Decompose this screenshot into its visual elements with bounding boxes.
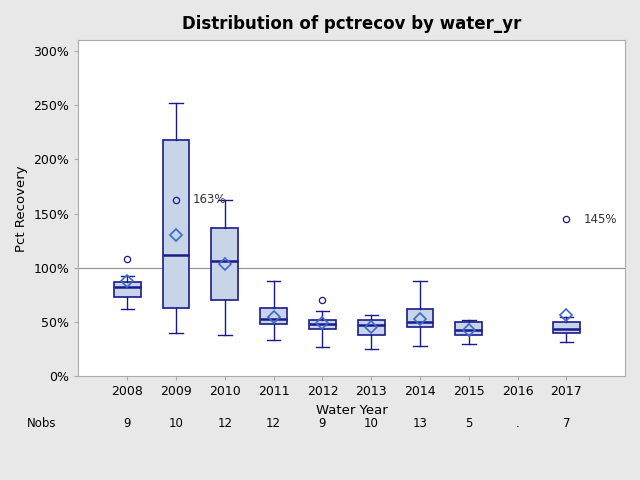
- PathPatch shape: [114, 282, 141, 297]
- Text: 12: 12: [266, 417, 281, 430]
- Text: 9: 9: [319, 417, 326, 430]
- Text: 10: 10: [168, 417, 184, 430]
- Text: 163%: 163%: [193, 193, 227, 206]
- PathPatch shape: [358, 320, 385, 335]
- PathPatch shape: [211, 228, 238, 300]
- X-axis label: Water Year: Water Year: [316, 404, 388, 417]
- PathPatch shape: [260, 308, 287, 324]
- Text: 5: 5: [465, 417, 472, 430]
- PathPatch shape: [163, 140, 189, 308]
- Title: Distribution of pctrecov by water_yr: Distribution of pctrecov by water_yr: [182, 15, 522, 33]
- PathPatch shape: [553, 322, 580, 333]
- Text: 9: 9: [124, 417, 131, 430]
- Y-axis label: Pct Recovery: Pct Recovery: [15, 165, 28, 252]
- Text: 12: 12: [218, 417, 232, 430]
- Text: 145%: 145%: [584, 213, 617, 226]
- Text: Nobs: Nobs: [27, 417, 56, 430]
- Text: .: .: [516, 417, 520, 430]
- PathPatch shape: [406, 309, 433, 326]
- Text: 10: 10: [364, 417, 379, 430]
- Text: 13: 13: [413, 417, 428, 430]
- Text: 7: 7: [563, 417, 570, 430]
- PathPatch shape: [309, 320, 336, 329]
- PathPatch shape: [456, 322, 483, 335]
